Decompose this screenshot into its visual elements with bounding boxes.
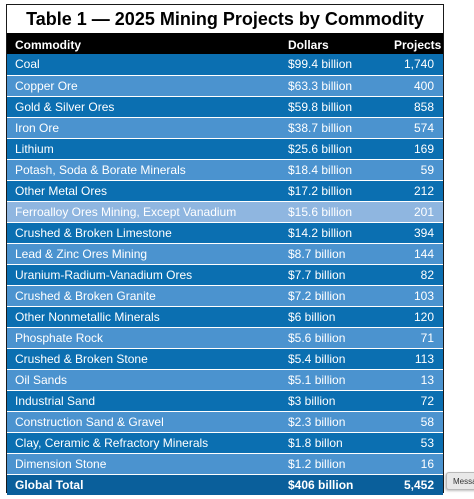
header-projects: Projects [394,37,442,52]
commodity-cell: Uranium-Radium-Vanadium Ores [7,264,282,286]
dollars-cell: $7.2 billion [282,285,386,307]
commodity-cell: Coal [7,54,282,76]
dollars-cell: $99.4 billion [282,54,386,76]
commodity-cell: Crushed & Broken Granite [7,285,282,307]
commodity-cell: Crushed & Broken Limestone [7,222,282,244]
total-dollars: $406 billion [288,477,354,492]
table-row: Crushed & Broken Granite $7.2 billion 103 [7,285,443,307]
header-commodity: Commodity [15,37,81,52]
projects-cell: 53 [386,432,443,454]
commodity-cell: Clay, Ceramic & Refractory Minerals [7,432,282,454]
commodity-cell: Phosphate Rock [7,327,282,349]
dollars-cell: $2.3 billion [282,411,386,433]
projects-cell: 201 [386,201,443,223]
table-row: Oil Sands $5.1 billion 13 [7,369,443,391]
projects-cell: 59 [386,159,443,181]
commodity-cell: Industrial Sand [7,390,282,412]
table-row: Iron Ore $38.7 billion 574 [7,117,443,139]
table-row: Ferroalloy Ores Mining, Except Vanadium $… [7,201,443,223]
dollars-cell: $17.2 billion [282,180,386,202]
dollars-cell: $59.8 billion [282,96,386,118]
dollars-cell: $1.8 billon [282,432,386,454]
projects-cell: 858 [386,96,443,118]
commodity-cell: Ferroalloy Ores Mining, Except Vanadium [7,201,282,223]
table-row: Uranium-Radium-Vanadium Ores $7.7 billion… [7,264,443,286]
commodity-cell: Other Metal Ores [7,180,282,202]
projects-cell: 400 [386,75,443,97]
dollars-cell: $6 billion [282,306,386,328]
table-row: Construction Sand & Gravel $2.3 billion 58 [7,411,443,433]
total-row: Global Total $406 billion 5,452 [7,474,443,495]
table-row: Other Nonmetallic Minerals $6 billion 120 [7,306,443,328]
table-row: Lithium $25.6 billion 169 [7,138,443,160]
projects-cell: 120 [386,306,443,328]
dollars-cell: $63.3 billion [282,75,386,97]
table-row: Lead & Zinc Ores Mining $8.7 billion 144 [7,243,443,265]
dollars-cell: $38.7 billion [282,117,386,139]
projects-cell: 16 [386,453,443,475]
projects-cell: 72 [386,390,443,412]
projects-cell: 394 [386,222,443,244]
commodity-cell: Crushed & Broken Stone [7,348,282,370]
commodity-cell: Oil Sands [7,369,282,391]
dollars-cell: $25.6 billion [282,138,386,160]
commodity-cell: Construction Sand & Gravel [7,411,282,433]
projects-cell: 113 [386,348,443,370]
table-row: Other Metal Ores $17.2 billion 212 [7,180,443,202]
dollars-cell: $14.2 billion [282,222,386,244]
projects-cell: 13 [386,369,443,391]
projects-cell: 574 [386,117,443,139]
commodity-cell: Potash, Soda & Borate Minerals [7,159,282,181]
dollars-cell: $5.1 billion [282,369,386,391]
table-row: Phosphate Rock $5.6 billion 71 [7,327,443,349]
table-row: Crushed & Broken Limestone $14.2 billion 3… [7,222,443,244]
commodity-cell: Lithium [7,138,282,160]
projects-cell: 71 [386,327,443,349]
dollars-cell: $15.6 billion [282,201,386,223]
commodity-cell: Iron Ore [7,117,282,139]
table-row: Crushed & Broken Stone $5.4 billion 113 [7,348,443,370]
dollars-cell: $7.7 billion [282,264,386,286]
dollars-cell: $1.2 billion [282,453,386,475]
commodity-cell: Gold & Silver Ores [7,96,282,118]
dollars-cell: $18.4 billion [282,159,386,181]
table-row: Copper Ore $63.3 billion 400 [7,75,443,97]
projects-cell: 103 [386,285,443,307]
projects-cell: 169 [386,138,443,160]
table-row: Dimension Stone $1.2 billion 16 [7,453,443,475]
projects-cell: 144 [386,243,443,265]
mining-projects-table-panel: Table 1 — 2025 Mining Projects by Commod… [6,4,444,495]
projects-cell: 212 [386,180,443,202]
message-tab[interactable]: Message [446,472,474,490]
commodity-cell: Dimension Stone [7,453,282,475]
commodity-table: Commodity Dollars Projects Coal $99.4 bil… [7,35,443,495]
table-row: Industrial Sand $3 billion 72 [7,390,443,412]
table-row: Gold & Silver Ores $59.8 billion 858 [7,96,443,118]
commodity-cell: Lead & Zinc Ores Mining [7,243,282,265]
commodity-cell: Copper Ore [7,75,282,97]
projects-cell: 82 [386,264,443,286]
dollars-cell: $3 billion [282,390,386,412]
dollars-cell: $5.4 billion [282,348,386,370]
commodity-cell: Other Nonmetallic Minerals [7,306,282,328]
dollars-cell: $5.6 billion [282,327,386,349]
dollars-cell: $8.7 billion [282,243,386,265]
table-title: Table 1 — 2025 Mining Projects by Commod… [7,5,443,35]
header-dollars: Dollars [288,37,329,52]
table-row: Clay, Ceramic & Refractory Minerals $1.8 … [7,432,443,454]
total-label: Global Total [15,477,84,492]
table-header-row: Commodity Dollars Projects [7,35,443,54]
projects-cell: 58 [386,411,443,433]
projects-cell: 1,740 [386,54,443,76]
total-projects: 5,452 [403,477,434,492]
table-row: Potash, Soda & Borate Minerals $18.4 bill… [7,159,443,181]
table-row: Coal $99.4 billion 1,740 [7,54,443,76]
